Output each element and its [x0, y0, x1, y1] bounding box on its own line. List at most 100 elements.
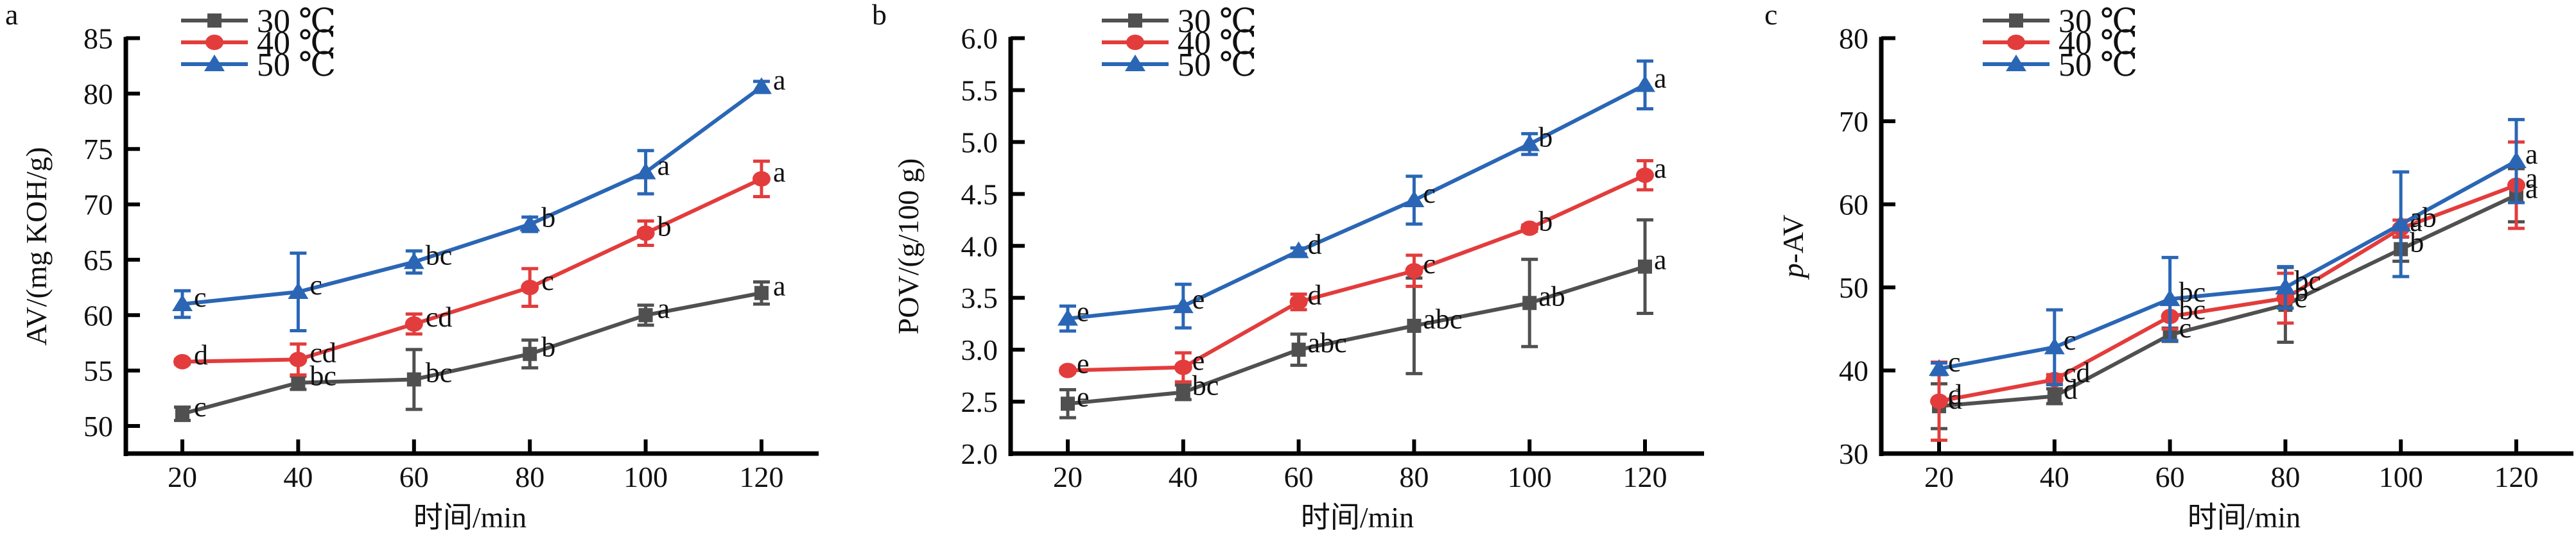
y-tick-label: 80 — [83, 78, 113, 110]
x-tick-label: 20 — [168, 461, 197, 493]
data-point — [173, 353, 191, 370]
data-point — [1289, 294, 1308, 310]
significance-label: a — [1654, 62, 1667, 94]
legend-entry: 30 ℃ — [2058, 3, 2137, 40]
x-axis-title: 时间/min — [413, 501, 527, 534]
y-tick-label: 50 — [1839, 271, 1868, 304]
data-point — [1061, 396, 1075, 411]
legend-entry: 40 ℃ — [257, 25, 336, 62]
x-tick-label: 120 — [2494, 461, 2539, 493]
significance-label: c — [2064, 325, 2076, 356]
significance-label: bc — [2294, 265, 2321, 296]
significance-label: a — [2525, 139, 2538, 170]
data-point — [635, 162, 656, 180]
data-point — [1929, 359, 1949, 376]
x-tick-label: 40 — [1169, 461, 1198, 493]
legend-marker-circle-icon — [205, 35, 223, 50]
significance-label: ab — [1538, 280, 1565, 312]
legend-marker-circle-icon — [1126, 35, 1144, 50]
legend-marker-triangle-icon — [204, 55, 225, 71]
series-line — [1067, 264, 1646, 406]
x-tick-label: 100 — [623, 461, 668, 493]
y-tick-label: 5.5 — [961, 74, 998, 106]
significance-label: cd — [426, 302, 453, 333]
x-tick-label: 80 — [1399, 461, 1429, 493]
data-point — [2159, 289, 2180, 307]
data-point — [289, 352, 308, 368]
y-tick-label: 2.5 — [961, 386, 998, 418]
significance-label: b — [1538, 122, 1553, 153]
y-tick-label: 4.0 — [961, 230, 998, 262]
data-point — [1636, 167, 1654, 183]
significance-label: b — [541, 202, 555, 234]
chart-panel-a: a 50 55 60 65 70 75 80 85 20 40 60 80 100 120 时间/min AV/… — [5, 0, 819, 534]
x-tick-label: 80 — [2270, 461, 2300, 493]
significance-label: c — [2179, 312, 2192, 344]
x-axis-title: 时间/min — [1301, 501, 1414, 534]
significance-label: a — [1654, 153, 1667, 184]
legend-entry: 30 ℃ — [1178, 3, 1257, 40]
significance-label: d — [1308, 228, 1322, 260]
data-point — [406, 372, 421, 387]
significance-label: a — [1654, 244, 1667, 276]
significance-label: b — [657, 210, 672, 242]
legend-entry: 30 ℃ — [257, 3, 336, 40]
data-point — [2047, 389, 2062, 404]
data-point — [175, 407, 189, 421]
data-point — [1405, 263, 1423, 279]
series-line — [182, 177, 763, 364]
significance-label: bc — [2179, 276, 2206, 308]
y-tick-label: 3.0 — [961, 334, 998, 366]
y-axis-title-italic: p — [1777, 263, 1809, 280]
data-point — [291, 375, 306, 390]
y-tick-label: 60 — [83, 299, 113, 332]
series-line — [1067, 173, 1646, 373]
data-point — [403, 252, 424, 269]
data-point — [1288, 241, 1309, 259]
y-tick-label: 40 — [1839, 355, 1868, 387]
y-tick-label: 30 — [1839, 438, 1868, 470]
y-tick-label: 70 — [83, 189, 113, 221]
significance-label: c — [541, 265, 554, 296]
significance-label: cd — [309, 337, 336, 368]
legend-marker-square-icon — [2009, 13, 2023, 28]
y-tick-label: 65 — [83, 244, 113, 276]
significance-label: e — [1077, 381, 1090, 412]
data-point — [751, 77, 772, 94]
data-point — [1059, 362, 1077, 378]
series-square: c bc bc b a a — [174, 271, 786, 423]
legend-entry: 40 ℃ — [2058, 25, 2137, 62]
data-point — [1635, 75, 1655, 92]
significance-label: b — [541, 332, 555, 363]
significance-label: a — [2525, 173, 2538, 204]
data-point — [519, 214, 541, 232]
chart-panel-b: b 2.0 2.5 3.0 3.5 4.0 4.5 5.0 5.5 6.0 20 40 60 80 100 1… — [872, 0, 1704, 534]
legend-marker-triangle-icon — [2006, 55, 2026, 71]
data-point — [2275, 278, 2296, 294]
series-line — [1938, 183, 2518, 404]
data-point — [405, 316, 423, 332]
series-line — [182, 85, 763, 306]
x-tick-label: 120 — [740, 461, 784, 493]
panel-label: c — [1764, 0, 1777, 31]
significance-label: c — [309, 269, 322, 301]
significance-label: a — [657, 149, 670, 181]
data-point — [1522, 296, 1537, 310]
series-triangle: c c bc bc ab a — [1929, 117, 2538, 387]
y-tick-label: 75 — [83, 133, 113, 166]
significance-label: a — [2525, 163, 2538, 194]
significance-label: ab — [2410, 202, 2437, 234]
significance-label: c — [1423, 178, 1436, 209]
significance-label: e — [1077, 348, 1090, 380]
legend-entry: 50 ℃ — [257, 47, 336, 83]
x-axis-title: 时间/min — [2188, 501, 2301, 534]
y-tick-label: 5.0 — [961, 126, 998, 158]
x-tick-label: 100 — [2379, 461, 2423, 493]
significance-label: d — [194, 339, 208, 371]
data-point — [2506, 151, 2527, 169]
y-tick-label: 80 — [1839, 22, 1868, 55]
significance-label: d — [1948, 378, 1962, 410]
